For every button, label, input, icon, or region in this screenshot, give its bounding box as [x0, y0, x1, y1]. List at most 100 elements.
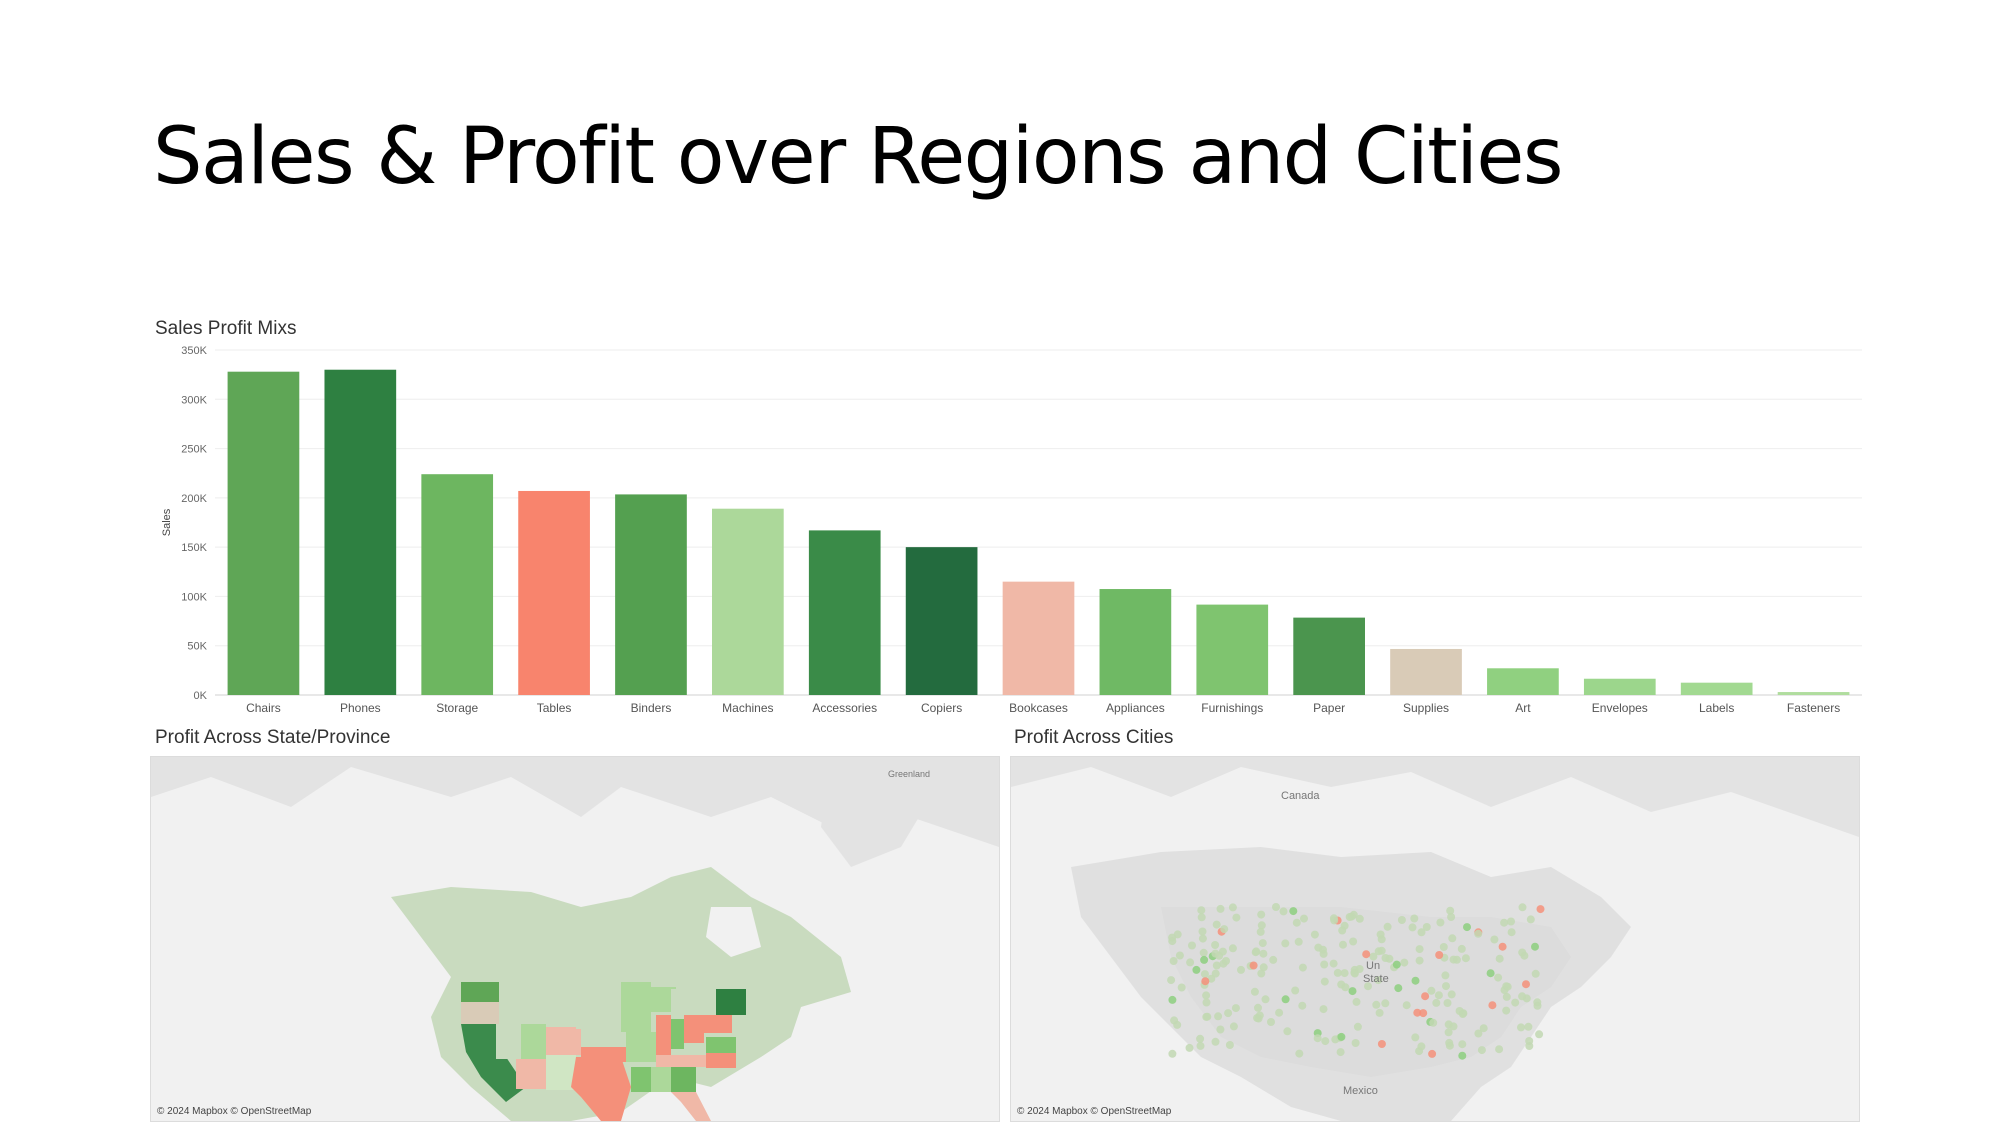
- city-marker[interactable]: [1214, 1012, 1223, 1021]
- city-marker[interactable]: [1228, 903, 1237, 912]
- city-marker[interactable]: [1374, 976, 1383, 985]
- city-marker[interactable]: [1255, 1011, 1264, 1020]
- city-marker[interactable]: [1295, 1049, 1304, 1058]
- city-marker[interactable]: [1355, 965, 1364, 973]
- city-marker[interactable]: [1281, 939, 1290, 948]
- city-marker[interactable]: [1458, 1051, 1467, 1060]
- city-marker[interactable]: [1298, 963, 1307, 972]
- city-marker[interactable]: [1212, 961, 1221, 970]
- city-marker[interactable]: [1339, 940, 1347, 949]
- city-marker[interactable]: [1477, 1046, 1486, 1055]
- city-marker[interactable]: [1474, 929, 1483, 938]
- city-marker[interactable]: [1524, 1022, 1533, 1031]
- city-marker[interactable]: [1283, 1027, 1292, 1036]
- city-marker[interactable]: [1294, 937, 1303, 946]
- city-marker[interactable]: [1517, 1023, 1525, 1032]
- city-marker[interactable]: [1369, 952, 1378, 961]
- city-marker[interactable]: [1222, 957, 1230, 965]
- city-marker[interactable]: [1310, 930, 1319, 939]
- city-marker[interactable]: [1340, 969, 1349, 978]
- city-marker[interactable]: [1319, 949, 1328, 958]
- city-marker[interactable]: [1168, 937, 1177, 946]
- state-profit-map[interactable]: Greenland © 2024 Mapbox © OpenStreetMap: [150, 756, 1000, 1122]
- city-marker[interactable]: [1443, 999, 1452, 1007]
- city-marker[interactable]: [1495, 1045, 1504, 1054]
- city-marker[interactable]: [1353, 1022, 1362, 1031]
- city-marker[interactable]: [1167, 976, 1176, 985]
- city-marker[interactable]: [1502, 992, 1511, 1001]
- city-marker[interactable]: [1442, 982, 1450, 991]
- city-marker[interactable]: [1292, 918, 1301, 927]
- city-marker[interactable]: [1413, 1008, 1422, 1017]
- city-marker[interactable]: [1502, 1006, 1511, 1015]
- city-marker[interactable]: [1448, 934, 1457, 943]
- city-marker[interactable]: [1461, 954, 1470, 963]
- city-marker[interactable]: [1249, 961, 1258, 970]
- city-marker[interactable]: [1535, 1030, 1544, 1039]
- city-marker[interactable]: [1269, 955, 1278, 964]
- city-marker[interactable]: [1479, 1024, 1488, 1033]
- city-marker[interactable]: [1199, 948, 1208, 957]
- city-profit-map[interactable]: Canada Un State Mexico © 2024 Mapbox © O…: [1010, 756, 1860, 1122]
- city-marker[interactable]: [1474, 1029, 1483, 1038]
- city-marker[interactable]: [1331, 1035, 1340, 1044]
- city-marker[interactable]: [1355, 914, 1364, 923]
- city-marker[interactable]: [1463, 923, 1471, 932]
- city-marker[interactable]: [1429, 1018, 1438, 1027]
- city-marker[interactable]: [1202, 998, 1211, 1007]
- city-marker[interactable]: [1337, 1032, 1346, 1041]
- city-marker[interactable]: [1291, 986, 1300, 995]
- city-marker[interactable]: [1289, 907, 1298, 916]
- city-marker[interactable]: [1175, 951, 1184, 960]
- city-marker[interactable]: [1348, 987, 1357, 996]
- city-marker[interactable]: [1364, 982, 1372, 991]
- city-marker[interactable]: [1201, 977, 1210, 986]
- city-marker[interactable]: [1259, 949, 1268, 958]
- city-marker[interactable]: [1225, 1041, 1234, 1049]
- city-marker[interactable]: [1457, 944, 1466, 953]
- city-marker[interactable]: [1228, 944, 1237, 953]
- city-marker[interactable]: [1258, 939, 1267, 948]
- city-marker[interactable]: [1231, 1004, 1240, 1013]
- city-marker[interactable]: [1500, 986, 1509, 995]
- city-marker[interactable]: [1402, 1001, 1411, 1010]
- city-marker[interactable]: [1445, 1038, 1454, 1047]
- city-marker[interactable]: [1261, 995, 1270, 1004]
- city-marker[interactable]: [1435, 951, 1444, 959]
- city-marker[interactable]: [1185, 1043, 1194, 1052]
- city-marker[interactable]: [1408, 923, 1417, 932]
- city-marker[interactable]: [1449, 1022, 1458, 1031]
- city-marker[interactable]: [1197, 913, 1206, 922]
- city-marker[interactable]: [1522, 980, 1530, 989]
- city-marker[interactable]: [1196, 1041, 1205, 1050]
- city-marker[interactable]: [1377, 946, 1386, 955]
- city-marker[interactable]: [1319, 1005, 1328, 1014]
- city-marker[interactable]: [1377, 1040, 1386, 1048]
- city-marker[interactable]: [1511, 998, 1520, 1007]
- city-marker[interactable]: [1168, 1049, 1177, 1058]
- city-marker[interactable]: [1211, 1037, 1220, 1046]
- city-marker[interactable]: [1338, 926, 1347, 935]
- city-marker[interactable]: [1444, 1028, 1453, 1037]
- city-marker[interactable]: [1458, 1040, 1467, 1049]
- city-marker[interactable]: [1415, 956, 1424, 965]
- city-marker[interactable]: [1256, 927, 1265, 936]
- city-marker[interactable]: [1434, 991, 1443, 1000]
- city-marker[interactable]: [1192, 965, 1201, 974]
- city-marker[interactable]: [1432, 998, 1441, 1007]
- city-marker[interactable]: [1314, 943, 1323, 952]
- city-marker[interactable]: [1212, 920, 1221, 929]
- city-marker[interactable]: [1441, 971, 1450, 980]
- city-marker[interactable]: [1333, 968, 1342, 977]
- city-marker[interactable]: [1300, 914, 1308, 923]
- city-marker[interactable]: [1411, 1033, 1420, 1042]
- city-marker[interactable]: [1397, 916, 1406, 924]
- city-marker[interactable]: [1267, 1018, 1275, 1026]
- city-marker[interactable]: [1531, 969, 1540, 978]
- city-marker[interactable]: [1383, 922, 1392, 931]
- city-marker[interactable]: [1410, 914, 1419, 923]
- city-marker[interactable]: [1533, 1001, 1542, 1010]
- city-marker[interactable]: [1177, 983, 1186, 992]
- city-marker[interactable]: [1198, 934, 1207, 943]
- city-marker[interactable]: [1536, 905, 1545, 914]
